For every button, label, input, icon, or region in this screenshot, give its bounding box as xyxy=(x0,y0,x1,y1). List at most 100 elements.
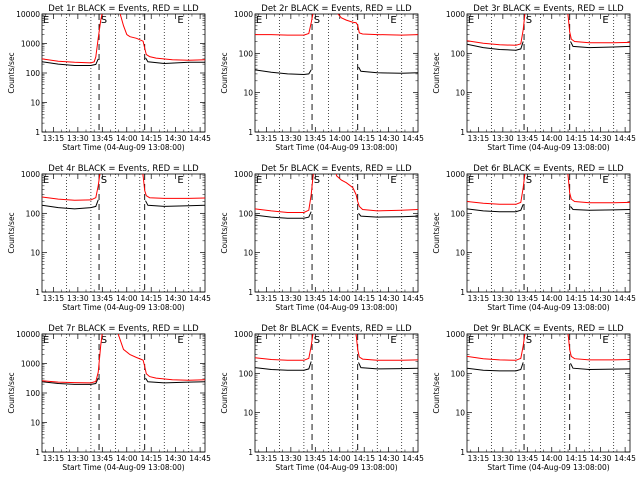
x-tick-label: 13:15 xyxy=(256,294,278,303)
y-tick-label: 100 xyxy=(239,209,254,218)
x-tick-label: 13:30 xyxy=(280,454,302,463)
x-tick-label: 14:45 xyxy=(189,134,211,143)
x-tick-label: 14:00 xyxy=(541,134,563,143)
y-tick-label: 100 xyxy=(239,369,254,378)
panel-title: Det 9r BLACK = Events, RED = LLD xyxy=(473,324,624,334)
x-tick-label: 13:45 xyxy=(91,454,113,463)
y-tick-label: 1 xyxy=(460,128,465,137)
y-axis-label: Counts/sec xyxy=(7,52,16,93)
end-marker-left: E xyxy=(43,335,49,346)
y-tick-label: 1 xyxy=(35,128,40,137)
series-line-lld xyxy=(255,334,314,361)
y-tick-label: 10 xyxy=(455,249,465,258)
y-tick-label: 100 xyxy=(451,369,466,378)
x-tick-label: 14:30 xyxy=(590,294,612,303)
y-tick-label: 10 xyxy=(30,249,40,258)
panel-title: Det 1r BLACK = Events, RED = LLD xyxy=(48,4,199,14)
x-tick-label: 13:15 xyxy=(256,454,278,463)
x-tick-label: 14:45 xyxy=(189,294,211,303)
series-line-lld xyxy=(467,334,526,361)
y-axis-label: Counts/sec xyxy=(432,372,441,413)
series-line-lld xyxy=(335,174,418,212)
x-axis-label: Start Time (04-Aug-09 13:08:00) xyxy=(275,303,397,312)
series-line-lld xyxy=(567,14,630,44)
y-axis-label: Counts/sec xyxy=(7,212,16,253)
x-tick-label: 14:00 xyxy=(541,294,563,303)
y-tick-label: 1 xyxy=(248,448,253,457)
series-line-events xyxy=(42,199,99,210)
series-line-events xyxy=(358,66,418,74)
panel-title: Det 2r BLACK = Events, RED = LLD xyxy=(261,4,412,14)
x-tick-label: 13:45 xyxy=(91,294,113,303)
y-tick-label: 100 xyxy=(26,69,41,78)
y-tick-label: 10 xyxy=(30,99,40,108)
series-line-events xyxy=(467,41,524,51)
series-line-events xyxy=(145,57,205,65)
series-line-events xyxy=(570,41,630,49)
x-tick-label: 14:00 xyxy=(329,134,351,143)
x-tick-label: 13:30 xyxy=(492,294,514,303)
x-axis-label: Start Time (04-Aug-09 13:08:00) xyxy=(487,303,609,312)
x-tick-label: 13:15 xyxy=(43,294,65,303)
series-line-lld xyxy=(42,174,101,201)
y-tick-label: 100 xyxy=(239,49,254,58)
plot-frame xyxy=(466,333,631,453)
series-line-lld xyxy=(467,14,526,46)
x-tick-label: 14:30 xyxy=(165,134,187,143)
series-line-lld xyxy=(119,14,205,61)
series-line-lld xyxy=(42,14,103,64)
y-tick-label: 1 xyxy=(35,288,40,297)
x-tick-label: 13:45 xyxy=(516,134,538,143)
y-tick-label: 10 xyxy=(243,249,253,258)
x-axis-label: Start Time (04-Aug-09 13:08:00) xyxy=(487,143,609,152)
start-marker: S xyxy=(526,15,532,26)
series-line-lld xyxy=(337,14,418,36)
x-axis-label: Start Time (04-Aug-09 13:08:00) xyxy=(487,463,609,472)
x-tick-label: 14:15 xyxy=(140,294,162,303)
series-group xyxy=(42,334,205,385)
x-tick-label: 14:45 xyxy=(614,294,636,303)
y-axis-label: Counts/sec xyxy=(432,212,441,253)
plot-frame xyxy=(466,173,631,293)
end-marker-left: E xyxy=(256,175,262,186)
x-axis-label: Start Time (04-Aug-09 13:08:00) xyxy=(275,143,397,152)
x-tick-label: 14:30 xyxy=(378,454,400,463)
y-tick-label: 1 xyxy=(248,128,253,137)
end-marker: E xyxy=(602,175,608,186)
y-axis-label: Counts/sec xyxy=(220,212,229,253)
plot-frame xyxy=(466,13,631,133)
y-axis-label: Counts/sec xyxy=(220,52,229,93)
end-marker: E xyxy=(177,15,183,26)
plot-frame xyxy=(254,333,419,453)
series-line-events xyxy=(467,362,524,372)
end-marker-left: E xyxy=(43,175,49,186)
x-tick-label: 14:15 xyxy=(565,454,587,463)
y-tick-label: 10 xyxy=(455,409,465,418)
x-tick-label: 13:30 xyxy=(67,454,89,463)
y-axis-label: Counts/sec xyxy=(7,372,16,413)
x-tick-label: 13:15 xyxy=(468,134,490,143)
plot-frame xyxy=(41,173,206,293)
x-tick-label: 14:45 xyxy=(614,454,636,463)
y-tick-label: 100 xyxy=(451,49,466,58)
x-tick-label: 13:45 xyxy=(91,134,113,143)
series-group xyxy=(42,174,205,210)
x-axis-label: Start Time (04-Aug-09 13:08:00) xyxy=(62,463,184,472)
start-marker: S xyxy=(526,335,532,346)
plot-frame xyxy=(41,333,206,453)
x-tick-label: 14:15 xyxy=(353,454,375,463)
panel-title: Det 8r BLACK = Events, RED = LLD xyxy=(261,324,412,334)
y-tick-label: 1000 xyxy=(21,40,40,49)
y-tick-label: 100 xyxy=(26,389,41,398)
y-tick-label: 1000 xyxy=(234,170,253,179)
end-marker-left: E xyxy=(468,335,474,346)
end-marker: E xyxy=(602,15,608,26)
series-line-lld xyxy=(355,334,418,361)
x-tick-label: 13:30 xyxy=(492,454,514,463)
y-tick-label: 1000 xyxy=(446,170,465,179)
